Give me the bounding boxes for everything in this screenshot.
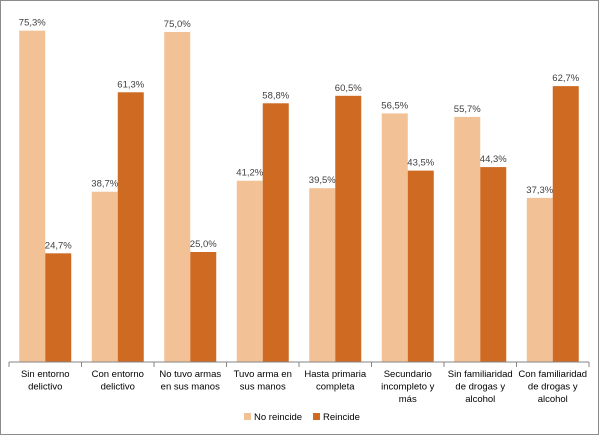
data-label-no-reincide-4: 41,2%	[236, 168, 263, 179]
category-label-1: Sin entorno delictivo	[21, 369, 70, 393]
category-label-2: Con entorno delictivo	[92, 369, 144, 393]
data-label-no-reincide-5: 39,5%	[309, 175, 336, 186]
data-label-reincide-3: 25,0%	[190, 239, 217, 250]
legend: No reincide Reincide	[244, 412, 360, 423]
bar-reincide-6	[407, 170, 434, 362]
data-label-reincide-1: 24,7%	[45, 240, 72, 251]
bar-no-reincide-3	[164, 32, 191, 362]
bar-reincide-4	[262, 103, 289, 362]
data-label-reincide-8: 62,7%	[552, 73, 579, 84]
data-label-no-reincide-6: 56,5%	[381, 100, 408, 111]
bars-layer: 75,3% 24,7% 38,7% 61,3% 75,0% 25,0% 41,2% 58,8%…	[19, 18, 580, 363]
category-label-8: Con familiaridad de drogas y alcohol	[518, 369, 587, 405]
bar-reincide-8	[552, 86, 579, 363]
category-label-6: Secundario incompleto y más	[381, 369, 435, 405]
data-label-no-reincide-8: 37,3%	[526, 185, 553, 196]
data-label-reincide-4: 58,8%	[262, 90, 289, 101]
bar-reincide-2	[117, 92, 144, 362]
bar-reincide-1	[45, 253, 72, 362]
legend-swatch-reincide	[313, 413, 320, 420]
bar-reincide-7	[480, 167, 507, 362]
category-label-5: Hasta primaria completa	[304, 369, 366, 393]
category-label-4: Tuvo arma en sus manos	[234, 369, 292, 393]
legend-label-reincide: Reincide	[323, 412, 360, 423]
bar-reincide-3	[190, 252, 217, 362]
data-label-no-reincide-7: 55,7%	[454, 104, 481, 115]
x-axis	[8, 361, 590, 367]
bar-no-reincide-6	[381, 113, 408, 363]
bar-no-reincide-1	[19, 30, 46, 363]
data-label-reincide-5: 60,5%	[335, 83, 362, 94]
bar-no-reincide-5	[309, 188, 336, 362]
bar-reincide-5	[335, 95, 362, 363]
data-label-no-reincide-3: 75,0%	[164, 19, 191, 30]
category-label-3: No tuvo armas en sus manos	[159, 369, 221, 393]
bar-no-reincide-4	[236, 180, 263, 362]
bar-no-reincide-8	[526, 197, 553, 362]
data-label-reincide-6: 43,5%	[407, 158, 434, 169]
data-label-reincide-2: 61,3%	[117, 79, 144, 90]
data-label-reincide-7: 44,3%	[480, 154, 507, 165]
data-label-no-reincide-1: 75,3%	[19, 18, 46, 29]
category-labels: Sin entorno delictivo Con entorno delictivo…	[21, 369, 587, 405]
category-label-7: Sin familiaridad de drogas y alcohol	[448, 369, 513, 405]
legend-label-no-reincide: No reincide	[254, 412, 302, 423]
bar-no-reincide-7	[454, 116, 481, 362]
legend-swatch-no-reincide	[244, 413, 251, 420]
bar-no-reincide-2	[91, 191, 118, 362]
data-label-no-reincide-2: 38,7%	[91, 179, 118, 190]
